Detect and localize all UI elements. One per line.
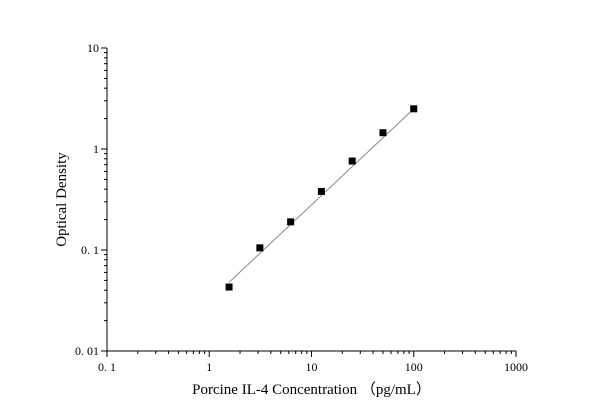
x-axis-ticks: 0. 1 1 10 100 1000 xyxy=(98,351,528,374)
data-point-marker xyxy=(348,157,356,165)
fit-curve xyxy=(228,108,415,283)
data-point-marker xyxy=(379,129,387,137)
fit-line xyxy=(228,108,415,283)
y-axis-ticks: 0. 01 0. 1 1 10 xyxy=(75,41,107,358)
data-points xyxy=(225,105,418,291)
x-axis-title: Porcine IL-4 Concentration （pg/mL） xyxy=(192,381,431,398)
axes xyxy=(106,48,516,352)
y-tick-label: 10 xyxy=(87,41,99,55)
x-tick-label: 1 xyxy=(206,360,212,374)
data-point-marker xyxy=(256,244,264,252)
y-tick-label: 1 xyxy=(93,142,99,156)
x-tick-label: 0. 1 xyxy=(98,360,116,374)
y-axis-title: Optical Density xyxy=(54,152,70,247)
y-tick-label: 0. 1 xyxy=(81,243,99,257)
x-tick-label: 100 xyxy=(405,360,423,374)
data-point-marker xyxy=(410,105,418,113)
y-tick-label: 0. 01 xyxy=(75,344,99,358)
x-tick-label: 1000 xyxy=(504,360,528,374)
data-point-marker xyxy=(317,187,325,195)
data-point-marker xyxy=(287,218,295,226)
data-point-marker xyxy=(225,283,233,291)
x-tick-label: 10 xyxy=(306,360,318,374)
